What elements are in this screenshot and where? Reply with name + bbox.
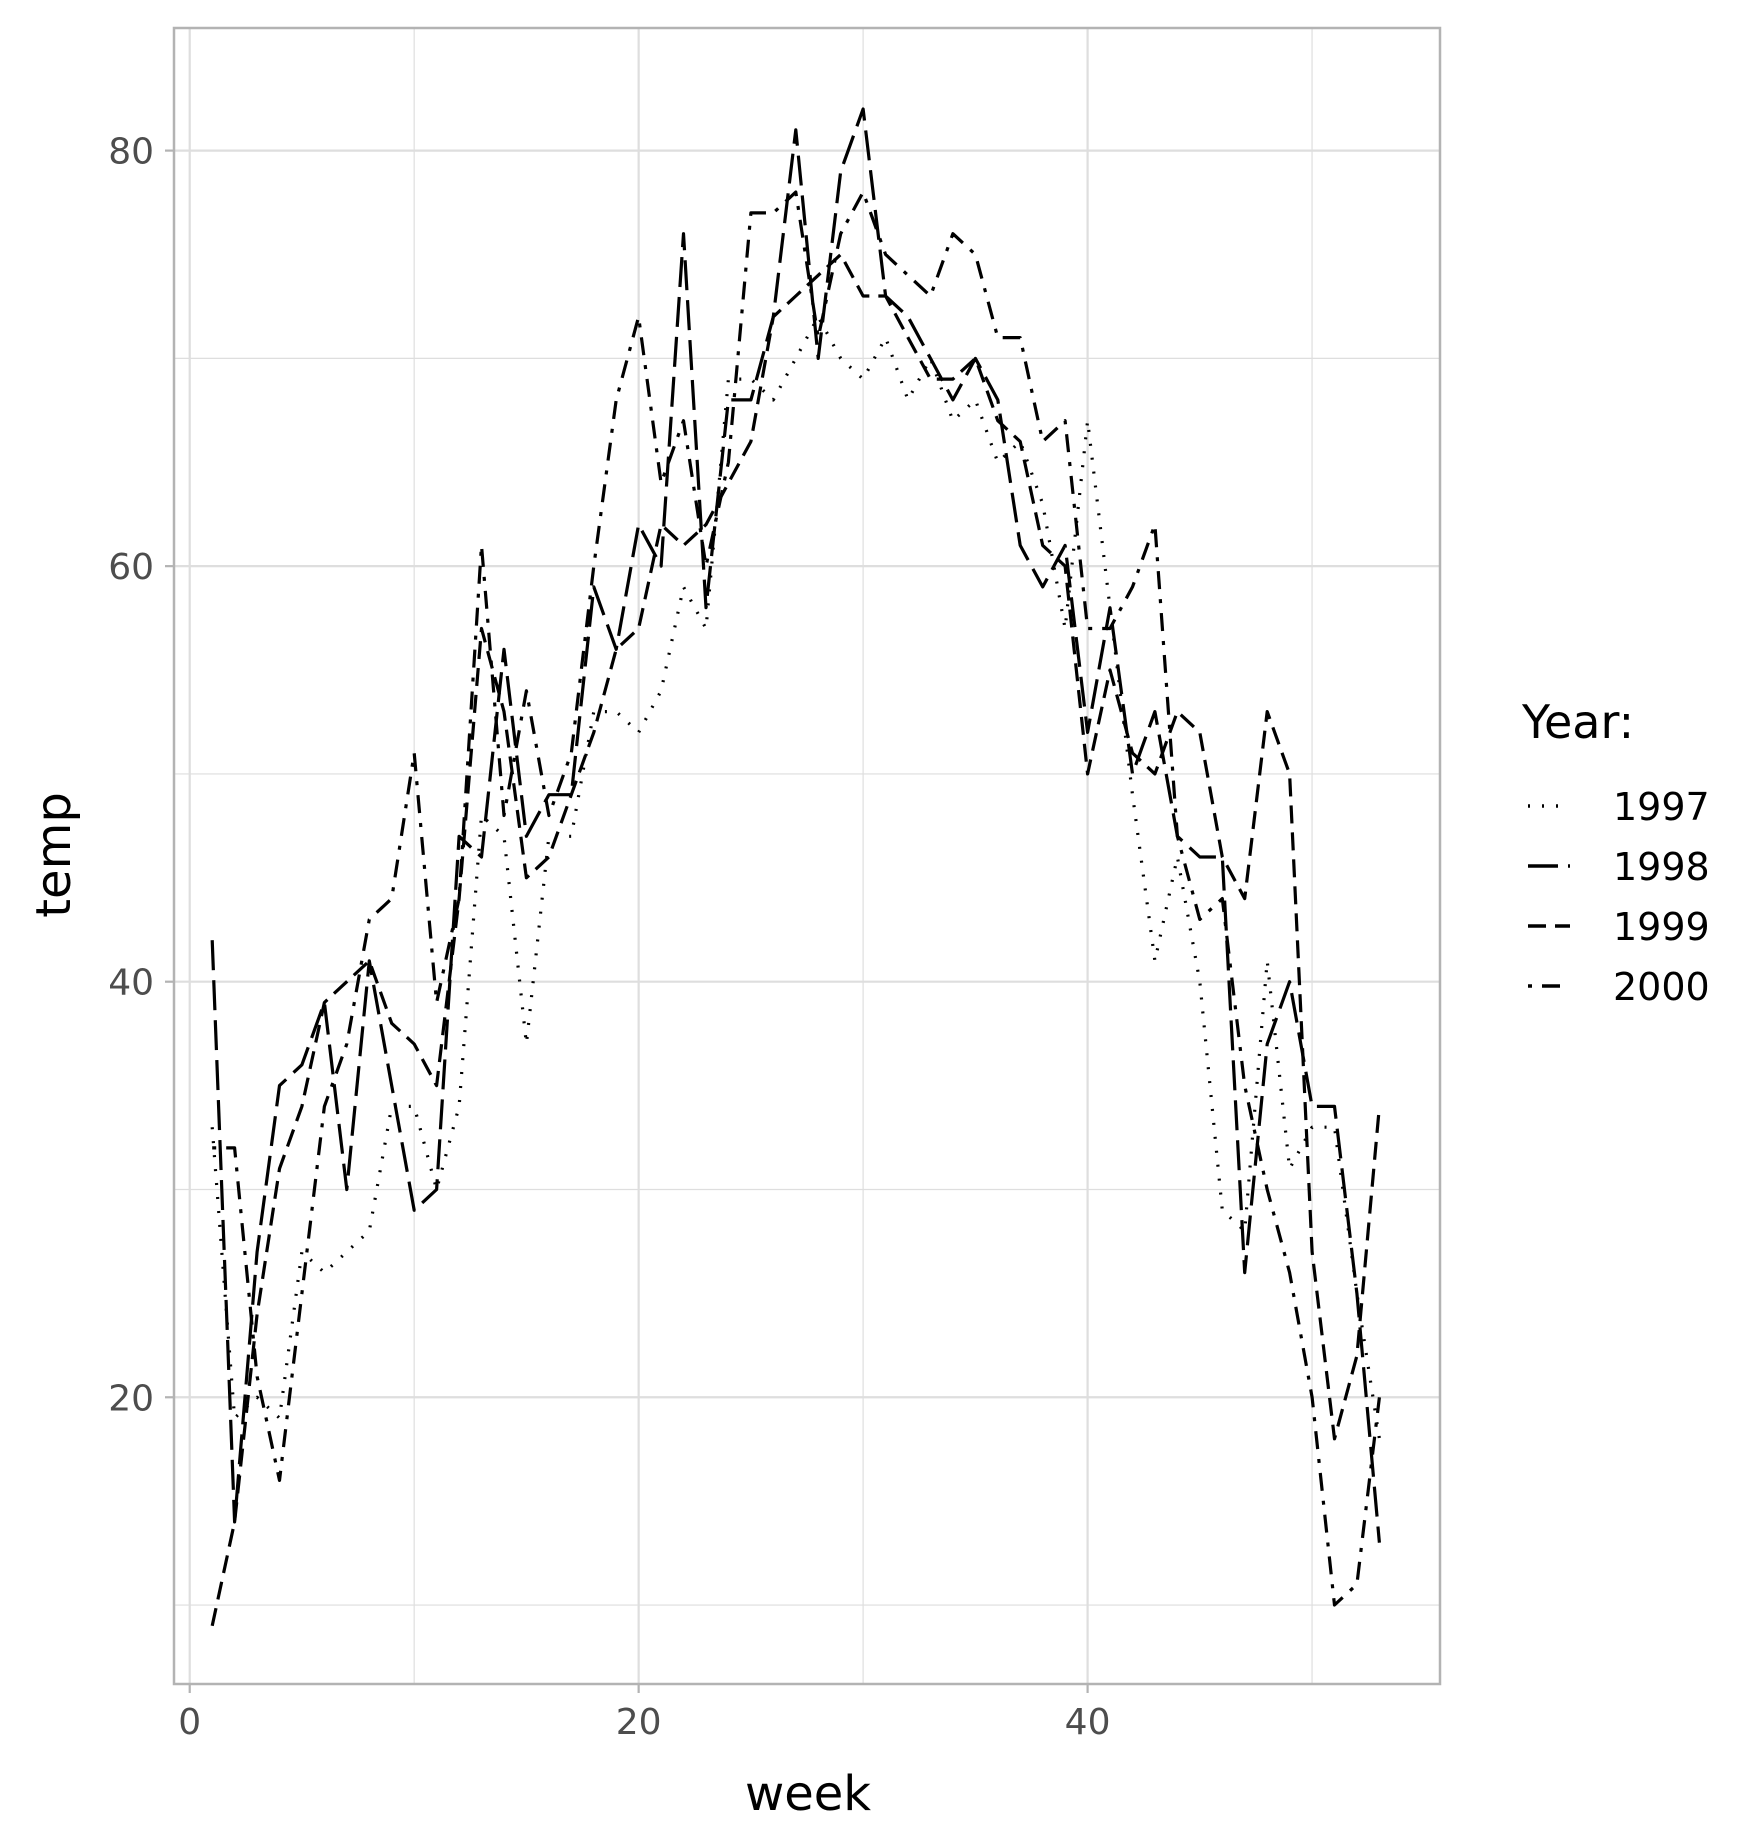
legend-label-1997: 1997 [1613, 785, 1710, 829]
grid-lines [174, 28, 1440, 1684]
legend-title: Year: [1521, 695, 1634, 749]
x-tick-label: 40 [1065, 1702, 1111, 1743]
series-line-1999 [210, 252, 1381, 1627]
y-tick-label: 20 [108, 1378, 154, 1419]
series-lines [210, 107, 1381, 1627]
legend-label-2000: 2000 [1613, 965, 1710, 1009]
series-line-1998 [210, 107, 1381, 1543]
x-axis-title: week [745, 1766, 871, 1822]
legend-label-1998: 1998 [1613, 845, 1710, 889]
legend-items: 1997 1998 1999 2000 [1528, 785, 1710, 1009]
y-axis-title: temp [26, 792, 82, 918]
legend: Year: 1997 1998 1999 2000 [1521, 695, 1710, 1009]
y-tick-label: 40 [108, 963, 154, 1004]
x-tick-label: 20 [616, 1702, 662, 1743]
x-tick-label: 0 [178, 1702, 201, 1743]
series-line-2000 [212, 190, 1381, 1607]
axes: 0 20 40 20 40 60 80 [108, 132, 1110, 1743]
legend-label-1999: 1999 [1613, 905, 1710, 949]
panel-border [172, 26, 1442, 1686]
y-tick-label: 80 [108, 132, 154, 173]
y-tick-label: 60 [108, 547, 154, 588]
